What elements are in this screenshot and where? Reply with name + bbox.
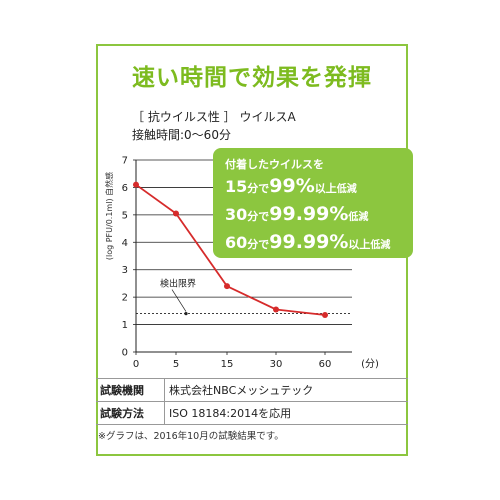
data-point [133, 181, 139, 188]
detection-dot [184, 312, 188, 316]
table-value: 株式会社NBCメッシュテック [164, 378, 408, 402]
result-callout: 付着したウイルスを 15分で99%以上低減 30分で99.99%低減 60分で9… [213, 148, 413, 258]
table-key: 試験方法 [96, 401, 165, 425]
x-tick-label: 5 [173, 359, 179, 370]
detection-limit-label: 検出限界 [160, 278, 196, 290]
headline: 速い時間で効果を発揮 [132, 65, 372, 91]
x-tick-label: 60 [319, 359, 332, 370]
table-row: 試験機関 株式会社NBCメッシュテック [96, 378, 408, 402]
x-tick-label: 15 [221, 359, 234, 370]
x-tick-label: 30 [270, 359, 283, 370]
chart-subtitle: ［ 抗ウイルス性 ］ ウイルスA [132, 110, 296, 124]
callout-line: 60分で99.99%以上低減 [225, 231, 391, 253]
footnote: ※グラフは、2016年10月の試験結果です。 [98, 431, 284, 442]
callout-line: 15分で99%以上低減 [225, 175, 357, 197]
callout-intro: 付着したウイルスを [225, 158, 324, 171]
data-point [322, 311, 328, 318]
y-tick-label: 7 [122, 156, 128, 167]
table-row: 試験方法 ISO 18184:2014を応用 [96, 401, 408, 425]
callout-line: 30分で99.99%低減 [225, 203, 369, 225]
y-tick-label: 0 [122, 348, 128, 359]
x-tick-label: 0 [133, 359, 139, 370]
y-tick-label: 3 [122, 265, 128, 276]
table-value: ISO 18184:2014を応用 [164, 401, 408, 425]
y-axis-label: (log PFU/0.1ml) 自然感 [104, 172, 114, 260]
data-point [224, 283, 230, 290]
y-tick-label: 2 [122, 293, 128, 304]
x-axis-unit: (分) [361, 358, 379, 370]
test-info-table: 試験機関 株式会社NBCメッシュテック 試験方法 ISO 18184:2014を… [96, 378, 408, 425]
data-point [273, 306, 279, 313]
y-tick-label: 5 [122, 210, 128, 221]
data-point [173, 210, 179, 217]
series-line [133, 181, 328, 318]
detection-pointer [171, 289, 187, 312]
y-tick-labels: 0 1 2 3 4 5 6 7 [122, 156, 128, 359]
y-tick-label: 6 [122, 183, 128, 194]
y-tick-label: 4 [122, 238, 128, 249]
table-key: 試験機関 [96, 378, 165, 402]
contact-time-label: 接触時間:0〜60分 [132, 128, 231, 142]
x-tick-labels: 0 5 15 30 60 [133, 359, 332, 370]
y-tick-label: 1 [122, 320, 128, 331]
